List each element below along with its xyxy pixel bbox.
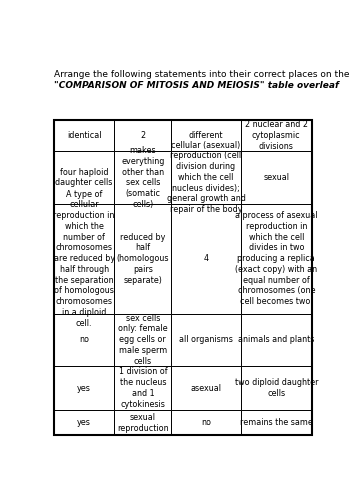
Bar (171, 120, 241, 152)
Text: makes
everything
other than
sex cells
(somatic
cells): makes everything other than sex cells (s… (121, 146, 165, 209)
Bar (171, 410, 241, 436)
Text: 1 division of
the nucleus
and 1
cytokinesis: 1 division of the nucleus and 1 cytokine… (119, 368, 167, 408)
Text: identical: identical (67, 131, 101, 140)
Text: 2 nuclear and 2
cytoplasmic
divisions: 2 nuclear and 2 cytoplasmic divisions (245, 120, 308, 151)
Text: sexual
reproduction: sexual reproduction (117, 413, 169, 432)
Bar (171, 366, 241, 410)
Text: animals and plants: animals and plants (238, 335, 314, 344)
Text: a process of asexual
reproduction in
which the cell
divides in two
producing a r: a process of asexual reproduction in whi… (235, 211, 318, 306)
Text: sexual: sexual (263, 173, 289, 182)
Bar (171, 314, 241, 366)
Bar (241, 410, 312, 436)
Text: four haploid
daughter cells: four haploid daughter cells (56, 168, 113, 188)
Bar (54, 204, 114, 314)
Text: sex cells
only: female
egg cells or
male sperm
cells: sex cells only: female egg cells or male… (118, 314, 168, 366)
Text: cellular (asexual)
reproduction (cell
division during
which the cell
nucleus div: cellular (asexual) reproduction (cell di… (167, 140, 245, 214)
Bar (241, 120, 312, 152)
Text: "COMPARISON OF MITOSIS AND MEIOSIS" table overleaf: "COMPARISON OF MITOSIS AND MEIOSIS" tabl… (54, 81, 339, 90)
Bar (241, 152, 312, 204)
Text: two diploid daughter
cells: two diploid daughter cells (235, 378, 318, 398)
Bar (54, 410, 114, 436)
Bar (114, 410, 171, 436)
Bar (54, 314, 114, 366)
Bar (114, 120, 171, 152)
Text: reduced by
half
(homologous
pairs
separate): reduced by half (homologous pairs separa… (116, 232, 169, 284)
Text: 4: 4 (204, 254, 209, 263)
Bar (241, 314, 312, 366)
Text: asexual: asexual (190, 384, 222, 392)
Text: no: no (201, 418, 211, 428)
Bar (54, 152, 114, 204)
Bar (171, 152, 241, 204)
Bar (114, 204, 171, 314)
Text: all organisms: all organisms (179, 335, 233, 344)
Bar (114, 152, 171, 204)
Bar (241, 204, 312, 314)
Bar (54, 120, 312, 436)
Text: yes: yes (77, 384, 91, 392)
Text: yes: yes (77, 418, 91, 428)
Text: A type of
cellular
reproduction in
which the
number of
chromosomes
are reduced b: A type of cellular reproduction in which… (53, 190, 115, 328)
Text: Arrange the following statements into their correct places on the: Arrange the following statements into th… (54, 70, 349, 78)
Text: 2: 2 (140, 131, 145, 140)
Text: remains the same: remains the same (240, 418, 313, 428)
Bar (54, 366, 114, 410)
Text: no: no (79, 335, 89, 344)
Bar (114, 314, 171, 366)
Text: different: different (189, 131, 223, 140)
Bar (114, 366, 171, 410)
Bar (241, 366, 312, 410)
Bar (54, 120, 114, 152)
Bar (171, 204, 241, 314)
